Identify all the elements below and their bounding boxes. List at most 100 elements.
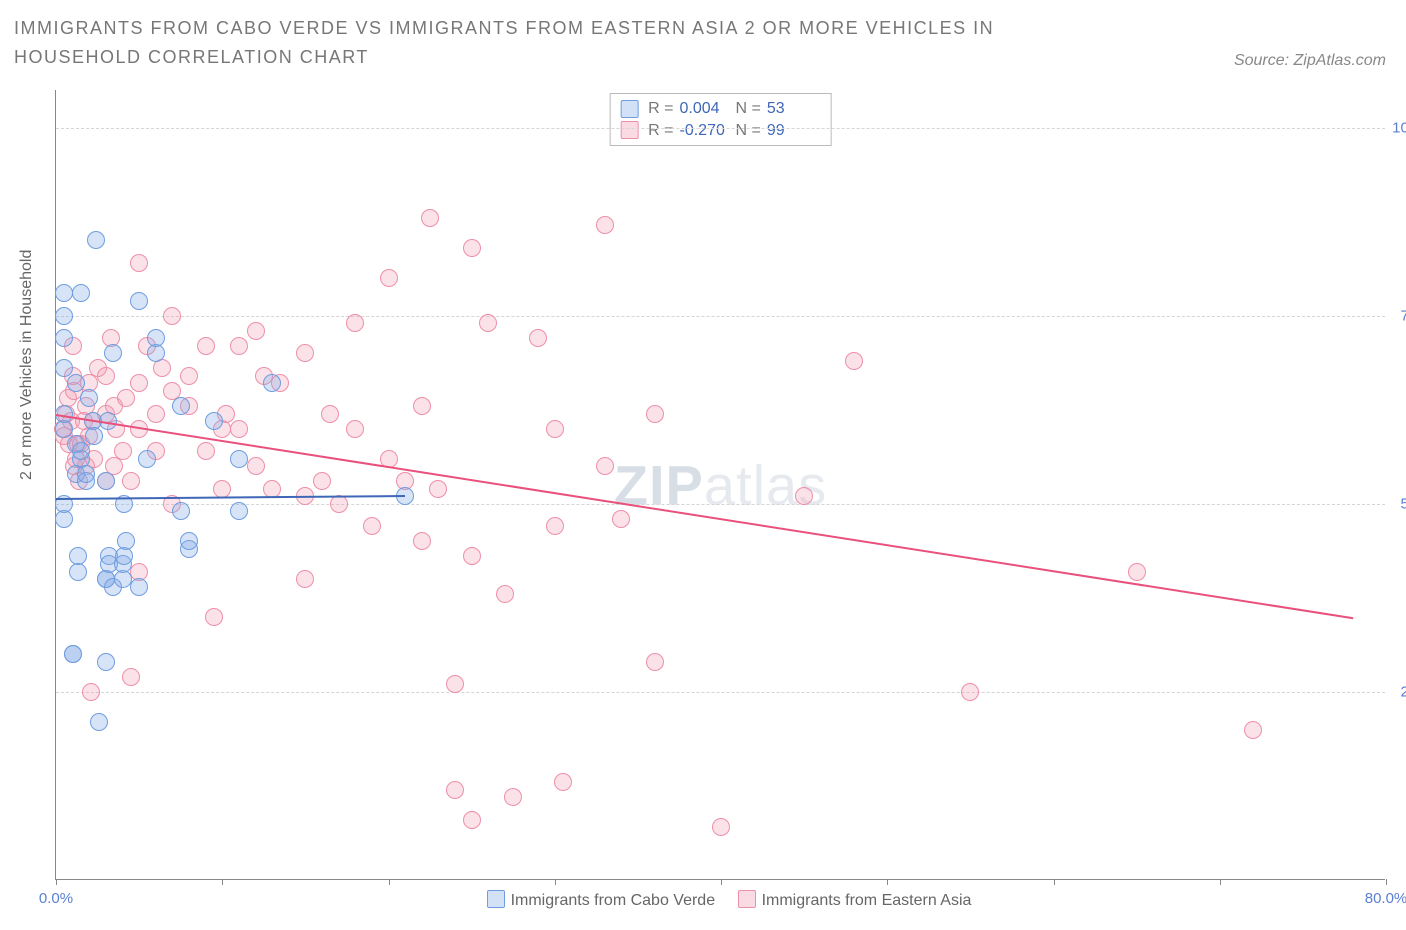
- scatter-point: [55, 510, 73, 528]
- source-credit: Source: ZipAtlas.com: [1234, 52, 1386, 70]
- x-tick-mark: [1220, 879, 1221, 885]
- scatter-point: [72, 284, 90, 302]
- scatter-point: [77, 465, 95, 483]
- scatter-point: [230, 450, 248, 468]
- scatter-point: [163, 307, 181, 325]
- chart-title: IMMIGRANTS FROM CABO VERDE VS IMMIGRANTS…: [14, 14, 1114, 72]
- scatter-point: [97, 653, 115, 671]
- scatter-point: [55, 329, 73, 347]
- trend-line: [56, 495, 405, 500]
- scatter-point: [463, 239, 481, 257]
- watermark-bold: ZIP: [614, 453, 704, 516]
- plot-wrapper: ZIPatlas R = 0.004 N = 53 R = -0.270 N =…: [55, 90, 1385, 880]
- scatter-point: [413, 532, 431, 550]
- scatter-point: [197, 337, 215, 355]
- scatter-point: [55, 284, 73, 302]
- x-tick-mark: [222, 879, 223, 885]
- scatter-point: [67, 374, 85, 392]
- scatter-point: [596, 457, 614, 475]
- scatter-point: [546, 517, 564, 535]
- scatter-point: [172, 502, 190, 520]
- scatter-point: [446, 675, 464, 693]
- gridline: [56, 316, 1385, 317]
- scatter-point: [247, 322, 265, 340]
- scatter-point: [69, 547, 87, 565]
- x-tick-mark: [56, 879, 57, 885]
- legend-label-b: Immigrants from Eastern Asia: [762, 892, 972, 909]
- scatter-point: [213, 480, 231, 498]
- scatter-point: [263, 374, 281, 392]
- scatter-point: [296, 344, 314, 362]
- x-tick-mark: [887, 879, 888, 885]
- n-value-a: 53: [767, 98, 817, 120]
- stats-legend-box: R = 0.004 N = 53 R = -0.270 N = 99: [609, 93, 832, 146]
- scatter-point: [363, 517, 381, 535]
- x-tick-mark: [721, 879, 722, 885]
- scatter-point: [180, 532, 198, 550]
- scatter-point: [117, 389, 135, 407]
- scatter-point: [130, 374, 148, 392]
- scatter-point: [463, 547, 481, 565]
- scatter-point: [147, 405, 165, 423]
- scatter-point: [612, 510, 630, 528]
- scatter-point: [961, 683, 979, 701]
- scatter-point: [97, 472, 115, 490]
- stat-row-a: R = 0.004 N = 53: [620, 98, 817, 120]
- scatter-point: [247, 457, 265, 475]
- scatter-point: [380, 269, 398, 287]
- scatter-point: [205, 412, 223, 430]
- bottom-legend: Immigrants from Cabo Verde Immigrants fr…: [55, 890, 1385, 910]
- scatter-point: [230, 502, 248, 520]
- scatter-point: [117, 532, 135, 550]
- scatter-point: [104, 344, 122, 362]
- scatter-point: [429, 480, 447, 498]
- scatter-point: [230, 337, 248, 355]
- swatch-b-icon: [620, 121, 638, 139]
- stat-row-b: R = -0.270 N = 99: [620, 120, 817, 142]
- scatter-point: [138, 450, 156, 468]
- scatter-point: [479, 314, 497, 332]
- scatter-point: [172, 397, 190, 415]
- trend-line: [56, 414, 1353, 619]
- scatter-point: [313, 472, 331, 490]
- scatter-point: [72, 442, 90, 460]
- scatter-point: [321, 405, 339, 423]
- scatter-point: [147, 329, 165, 347]
- scatter-point: [122, 668, 140, 686]
- scatter-point: [90, 713, 108, 731]
- y-tick-label: 75.0%: [1391, 307, 1406, 324]
- scatter-point: [87, 231, 105, 249]
- scatter-point: [263, 480, 281, 498]
- r-label: R =: [648, 120, 673, 142]
- scatter-point: [413, 397, 431, 415]
- scatter-point: [97, 367, 115, 385]
- scatter-point: [504, 788, 522, 806]
- scatter-point: [596, 216, 614, 234]
- legend-label-a: Immigrants from Cabo Verde: [511, 892, 716, 909]
- legend-swatch-b-icon: [738, 890, 756, 908]
- scatter-point: [446, 781, 464, 799]
- scatter-point: [82, 683, 100, 701]
- scatter-point: [197, 442, 215, 460]
- swatch-a-icon: [620, 100, 638, 118]
- gridline: [56, 692, 1385, 693]
- y-tick-label: 100.0%: [1391, 119, 1406, 136]
- scatter-point: [114, 442, 132, 460]
- scatter-point: [130, 254, 148, 272]
- legend-swatch-a-icon: [487, 890, 505, 908]
- scatter-point: [85, 427, 103, 445]
- r-label: R =: [648, 98, 673, 120]
- n-label: N =: [736, 120, 761, 142]
- scatter-point: [80, 389, 98, 407]
- scatter-point: [55, 307, 73, 325]
- y-tick-label: 25.0%: [1391, 683, 1406, 700]
- x-tick-mark: [555, 879, 556, 885]
- scatter-point: [546, 420, 564, 438]
- r-value-a: 0.004: [680, 98, 730, 120]
- scatter-point: [463, 811, 481, 829]
- scatter-point: [346, 420, 364, 438]
- scatter-point: [529, 329, 547, 347]
- scatter-point: [1244, 721, 1262, 739]
- watermark-light: atlas: [704, 453, 827, 516]
- y-tick-label: 50.0%: [1391, 495, 1406, 512]
